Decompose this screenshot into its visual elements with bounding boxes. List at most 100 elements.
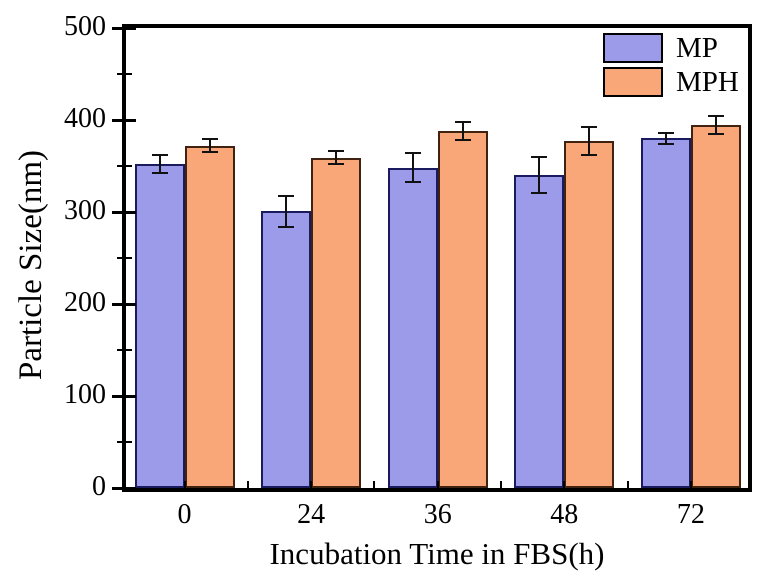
- y-tick-label-300: 300: [64, 195, 106, 226]
- errorbar-mph-0h: [201, 138, 218, 154]
- y-minor-tick-out: [117, 257, 122, 259]
- y-major-tick-in: [126, 394, 136, 398]
- y-minor-tick-out: [117, 349, 122, 351]
- errorbar-line: [588, 126, 591, 156]
- legend: MP MPH: [603, 33, 739, 101]
- legend-label-mp: MP: [676, 31, 718, 64]
- errorbar-cap-top: [328, 150, 345, 153]
- y-major-tick-out: [112, 210, 122, 214]
- x-tick-boundary: [373, 481, 376, 488]
- bar-mp-72h: [640, 138, 691, 488]
- y-major-tick-out: [112, 302, 122, 306]
- plot-area: MP MPH: [122, 24, 752, 492]
- x-tick-label-72: 72: [676, 499, 705, 530]
- errorbar-cap-top: [454, 120, 471, 123]
- x-tick-boundary: [246, 481, 249, 488]
- errorbar-cap-top: [657, 132, 674, 134]
- bar-mp-36h: [387, 167, 438, 488]
- errorbar-cap-bottom: [278, 225, 295, 228]
- y-tick-label-200: 200: [64, 287, 106, 318]
- y-major-tick-in: [126, 302, 136, 306]
- errorbar-cap-bottom: [454, 139, 471, 142]
- y-major-tick-in: [126, 486, 136, 490]
- errorbar-line: [335, 150, 338, 166]
- legend-item-mp: MP: [603, 33, 739, 63]
- y-minor-tick-in: [126, 165, 132, 167]
- errorbar-cap-top: [581, 126, 598, 129]
- x-tick-center: [689, 481, 692, 488]
- errorbar-cap-top: [201, 138, 218, 141]
- bar-mph-24h: [311, 157, 362, 488]
- bar-mp-0h: [134, 164, 185, 488]
- y-minor-tick-out: [117, 441, 122, 443]
- y-major-tick-out: [112, 486, 122, 490]
- x-axis-title: Incubation Time in FBS(h): [269, 536, 605, 571]
- errorbar-cap-bottom: [707, 132, 724, 135]
- y-minor-tick-in: [126, 349, 132, 351]
- x-tick-label-0: 0: [177, 499, 192, 530]
- y-tick-label-100: 100: [64, 379, 106, 410]
- y-minor-tick-in: [126, 441, 132, 443]
- errorbar-mp-0h: [151, 154, 168, 175]
- errorbar-cap-bottom: [151, 172, 168, 175]
- y-major-tick-in: [126, 210, 136, 214]
- legend-swatch-mph: [603, 67, 663, 97]
- errorbar-mp-36h: [404, 152, 421, 184]
- x-tick-center: [436, 481, 439, 488]
- errorbar-mp-48h: [531, 155, 548, 195]
- x-tick-boundary: [626, 481, 629, 488]
- bar-mp-24h: [261, 211, 312, 488]
- bars-layer: [126, 28, 748, 488]
- x-tick-center: [310, 481, 313, 488]
- errorbar-cap-bottom: [581, 153, 598, 156]
- errorbar-mph-36h: [454, 120, 471, 142]
- errorbar-cap-top: [707, 114, 724, 117]
- errorbar-cap-bottom: [328, 163, 345, 166]
- errorbar-cap-top: [278, 194, 295, 197]
- y-axis-title: Particle Size(nm): [13, 150, 49, 381]
- x-tick-label-24: 24: [297, 499, 326, 530]
- errorbar-line: [664, 132, 667, 145]
- errorbar-cap-bottom: [531, 192, 548, 195]
- y-minor-tick-out: [117, 165, 122, 167]
- legend-item-mph: MPH: [603, 67, 739, 97]
- errorbar-cap-top: [531, 155, 548, 158]
- x-tick-center: [183, 481, 186, 488]
- y-tick-label-400: 400: [64, 103, 106, 134]
- y-major-tick-out: [112, 394, 122, 398]
- errorbar-mph-72h: [707, 114, 724, 135]
- y-minor-tick-out: [117, 73, 122, 75]
- bar-mph-0h: [184, 145, 235, 488]
- y-minor-tick-in: [126, 73, 132, 75]
- errorbar-line: [714, 114, 717, 135]
- errorbar-cap-top: [404, 152, 421, 155]
- legend-label-mph: MPH: [676, 65, 739, 98]
- bar-mph-72h: [690, 124, 741, 488]
- errorbar-cap-bottom: [201, 151, 218, 154]
- errorbar-mph-24h: [328, 150, 345, 166]
- y-minor-tick-in: [126, 257, 132, 259]
- y-tick-label-500: 500: [64, 11, 106, 42]
- y-tick-label-0: 0: [92, 471, 106, 502]
- x-tick-label-36: 36: [423, 499, 452, 530]
- x-tick-boundary: [500, 481, 502, 488]
- x-tick-center: [563, 481, 566, 488]
- errorbar-mp-24h: [278, 194, 295, 228]
- errorbar-mph-48h: [581, 126, 598, 156]
- bar-mph-48h: [564, 141, 615, 488]
- errorbar-line: [158, 154, 161, 175]
- errorbar-line: [538, 155, 541, 195]
- errorbar-line: [461, 120, 464, 142]
- bar-mp-48h: [514, 175, 565, 488]
- errorbar-line: [285, 194, 288, 228]
- y-major-tick-out: [112, 26, 122, 30]
- errorbar-mp-72h: [657, 132, 674, 145]
- bar-mph-36h: [437, 131, 488, 488]
- legend-swatch-mp: [603, 33, 663, 63]
- errorbar-cap-bottom: [404, 181, 421, 184]
- errorbar-cap-top: [151, 154, 168, 156]
- x-tick-label-48: 48: [550, 499, 579, 530]
- errorbar-cap-bottom: [657, 142, 674, 145]
- y-major-tick-out: [112, 118, 122, 122]
